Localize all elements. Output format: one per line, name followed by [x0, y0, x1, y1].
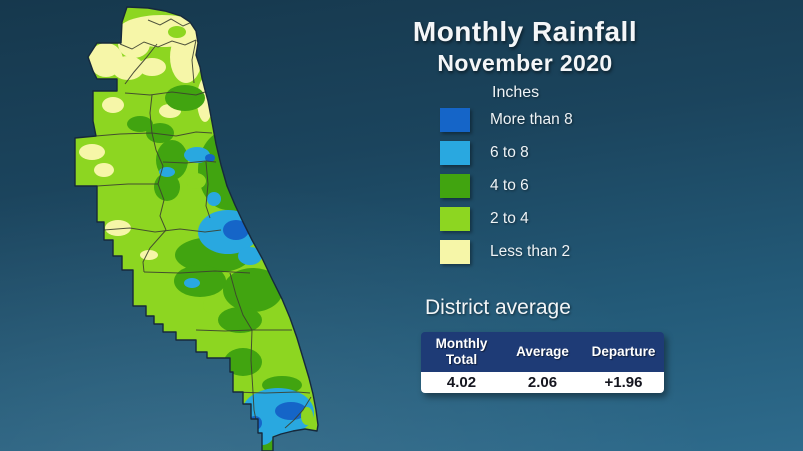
legend-item-more-than-8: More than 8	[440, 108, 573, 132]
legend-label: 2 to 4	[490, 210, 529, 227]
rainfall-regions-less-than-2	[79, 15, 213, 260]
table-value-row: 4.02 2.06 +1.96	[421, 372, 664, 393]
legend-label: More than 8	[490, 111, 573, 128]
district-average-table: Monthly Total Average Departure 4.02 2.0…	[421, 332, 664, 393]
rainfall-legend: Inches More than 8 6 to 8 4 to 6 2 to 4 …	[440, 84, 573, 273]
table-header-row: Monthly Total Average Departure	[421, 332, 664, 372]
rainfall-region-tip-sliver	[301, 407, 313, 425]
page-subtitle: November 2020	[437, 50, 613, 76]
legend-swatch-more-than-8	[440, 108, 470, 132]
table-value-departure: +1.96	[604, 374, 643, 391]
legend-swatch-6-to-8	[440, 141, 470, 165]
table-value-monthly-total: 4.02	[446, 374, 477, 391]
legend-item-less-than-2: Less than 2	[440, 240, 573, 264]
legend-item-6-to-8: 6 to 8	[440, 141, 573, 165]
legend-swatch-4-to-6	[440, 174, 470, 198]
legend-item-2-to-4: 2 to 4	[440, 207, 573, 231]
page-title: Monthly Rainfall	[412, 16, 638, 47]
legend-label: 4 to 6	[490, 177, 529, 194]
legend-heading: Inches	[492, 84, 540, 101]
legend-swatch-less-than-2	[440, 240, 470, 264]
legend-label: 6 to 8	[490, 144, 529, 161]
table-header-monthly-total: Monthly Total	[435, 335, 488, 367]
legend-label: Less than 2	[490, 243, 571, 260]
district-average-heading: District average	[425, 296, 571, 319]
table-header-departure: Departure	[591, 343, 656, 359]
legend-item-4-to-6: 4 to 6	[440, 174, 573, 198]
district-average-section: District average Monthly Total Average D…	[421, 296, 664, 393]
district-outline	[74, 6, 319, 451]
legend-swatch-2-to-4	[440, 207, 470, 231]
table-value-average: 2.06	[527, 374, 558, 391]
rainfall-regions-2-to-4-patches	[168, 26, 227, 314]
rainfall-regions	[75, 7, 318, 451]
county-boundaries	[95, 18, 312, 429]
title-block: Monthly Rainfall November 2020	[385, 16, 665, 77]
table-header-average: Average	[516, 343, 569, 359]
rainfall-regions-more-than-8	[205, 154, 307, 430]
